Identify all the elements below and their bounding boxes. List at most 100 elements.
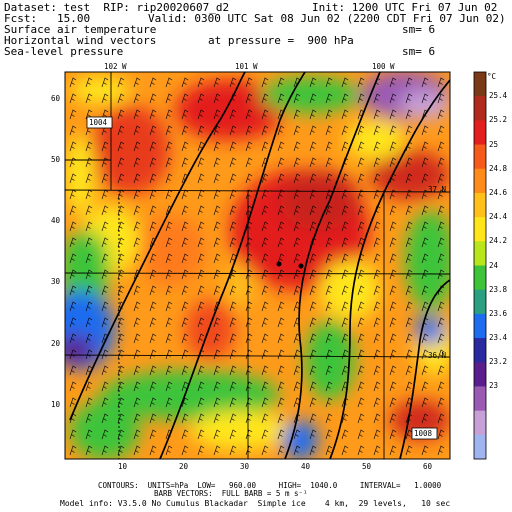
wind-barb: [341, 221, 349, 232]
wind-barb: [437, 301, 445, 312]
wind-barb: [149, 285, 157, 296]
wind-barb: [421, 221, 429, 232]
wind-barb: [309, 173, 317, 184]
wind-barb: [85, 237, 93, 248]
wind-barb: [373, 381, 381, 392]
wind-barb: [165, 445, 173, 456]
wind-barb: [373, 317, 381, 328]
wind-barb: [69, 77, 77, 88]
wind-barb: [325, 157, 333, 168]
wind-barb: [213, 173, 221, 184]
wind-barb: [373, 269, 381, 280]
wind-barb: [133, 285, 141, 296]
wind-barb: [149, 77, 157, 88]
wind-barb: [117, 221, 125, 232]
wind-barb: [213, 317, 221, 328]
wind-barb: [437, 429, 445, 440]
wind-barb: [405, 349, 413, 360]
wind-barb: [389, 413, 397, 424]
wind-barb: [101, 237, 109, 248]
wind-barb: [341, 157, 349, 168]
wind-barb: [325, 205, 333, 216]
wind-barb: [277, 109, 285, 120]
wind-barb: [85, 173, 93, 184]
wind-barb: [117, 365, 125, 376]
wind-barb: [325, 253, 333, 264]
wind-barb: [309, 301, 317, 312]
wind-barb: [197, 269, 205, 280]
wind-barb: [85, 93, 93, 104]
wind-barb: [421, 317, 429, 328]
wind-barb: [117, 205, 125, 216]
lon-label-100w: 100 W: [372, 62, 395, 71]
wind-barb: [69, 125, 77, 136]
isobars: [69, 72, 450, 459]
wind-barb: [373, 253, 381, 264]
x-tick: 30: [240, 462, 250, 471]
wind-barb: [389, 125, 397, 136]
wind-barb: [309, 237, 317, 248]
wind-barb: [373, 93, 381, 104]
wind-barb: [213, 301, 221, 312]
wind-barb: [277, 365, 285, 376]
wind-barb: [277, 77, 285, 88]
wind-barb: [389, 221, 397, 232]
colorbar-label: 24.6: [489, 187, 508, 197]
wind-barb: [245, 173, 253, 184]
wind-barb: [357, 189, 365, 200]
wind-barb: [277, 93, 285, 104]
wind-barb: [357, 317, 365, 328]
wind-barb: [309, 333, 317, 344]
wind-barb: [213, 125, 221, 136]
wind-barb: [69, 397, 77, 408]
wind-barb: [101, 285, 109, 296]
wind-barb: [133, 205, 141, 216]
wind-barb: [85, 157, 93, 168]
wind-barb: [293, 397, 301, 408]
colorbar-label: 25.4: [489, 91, 508, 101]
wind-barb: [69, 413, 77, 424]
wind-barb: [373, 237, 381, 248]
wind-barb: [245, 301, 253, 312]
wind-barb: [421, 397, 429, 408]
wind-barb: [101, 141, 109, 152]
wind-barb: [69, 109, 77, 120]
wind-barb: [149, 301, 157, 312]
pressure-label: at pressure = 900 hPa: [208, 34, 354, 47]
wind-barb: [213, 77, 221, 88]
colorbar-swatch: [474, 96, 486, 121]
wind-barb: [165, 317, 173, 328]
wind-barb: [85, 381, 93, 392]
wind-barb: [389, 141, 397, 152]
wind-barb: [117, 397, 125, 408]
wind-barb: [165, 253, 173, 264]
wind-barb: [149, 381, 157, 392]
wind-barb: [197, 77, 205, 88]
wind-barb: [181, 397, 189, 408]
wind-barb: [405, 429, 413, 440]
wind-barb: [277, 173, 285, 184]
wind-barb: [405, 109, 413, 120]
wind-barb: [101, 333, 109, 344]
wind-barb: [213, 141, 221, 152]
wind-barb: [437, 109, 445, 120]
wind-barb: [69, 381, 77, 392]
wind-barb: [293, 157, 301, 168]
smoothing-slp: sm= 6: [402, 45, 436, 58]
colorbar-swatch: [474, 362, 486, 387]
wind-barb: [69, 173, 77, 184]
wind-barb: [389, 397, 397, 408]
wind-barb: [357, 333, 365, 344]
wind-barb: [389, 381, 397, 392]
wind-barb: [437, 157, 445, 168]
wind-barb: [341, 349, 349, 360]
y-tick: 40: [51, 216, 61, 225]
wind-barb: [181, 205, 189, 216]
wind-barb: [245, 205, 253, 216]
wind-barb: [85, 317, 93, 328]
wind-barb: [405, 381, 413, 392]
wind-barb: [277, 205, 285, 216]
field-name-slp: Sea-level pressure: [4, 45, 124, 58]
wind-barb: [309, 397, 317, 408]
wind-barb: [229, 365, 237, 376]
